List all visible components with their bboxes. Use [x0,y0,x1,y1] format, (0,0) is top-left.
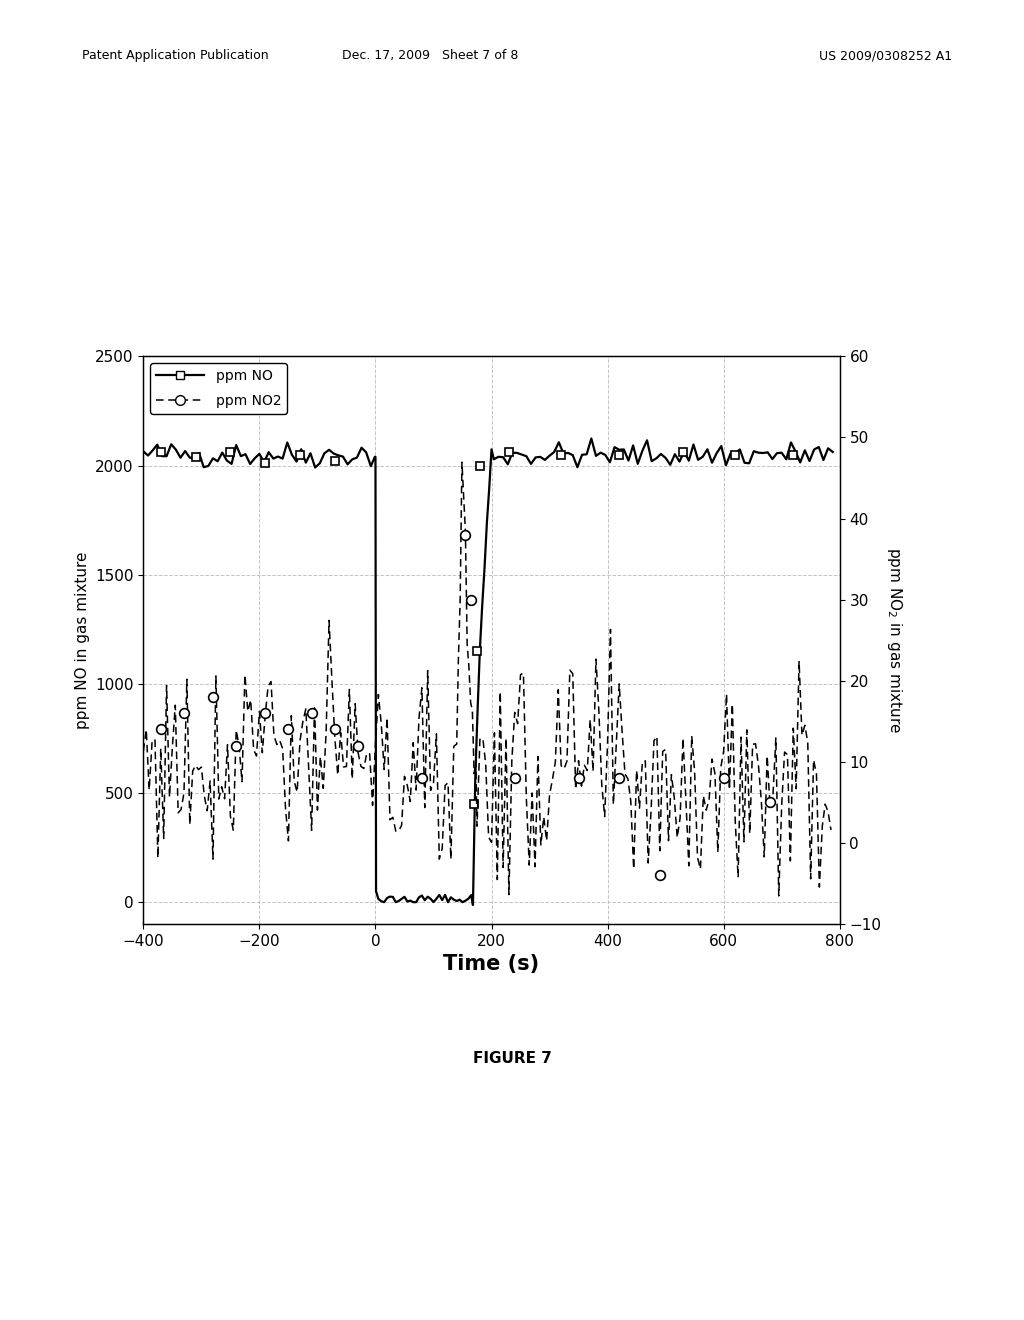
Text: Patent Application Publication: Patent Application Publication [82,49,268,62]
Text: Dec. 17, 2009   Sheet 7 of 8: Dec. 17, 2009 Sheet 7 of 8 [342,49,518,62]
Legend: ppm NO, ppm NO2: ppm NO, ppm NO2 [151,363,287,413]
Text: FIGURE 7: FIGURE 7 [472,1051,552,1065]
X-axis label: Time (s): Time (s) [443,954,540,974]
Text: US 2009/0308252 A1: US 2009/0308252 A1 [819,49,952,62]
Y-axis label: ppm NO$_2$ in gas mixture: ppm NO$_2$ in gas mixture [885,548,903,733]
Y-axis label: ppm NO in gas mixture: ppm NO in gas mixture [75,552,89,729]
